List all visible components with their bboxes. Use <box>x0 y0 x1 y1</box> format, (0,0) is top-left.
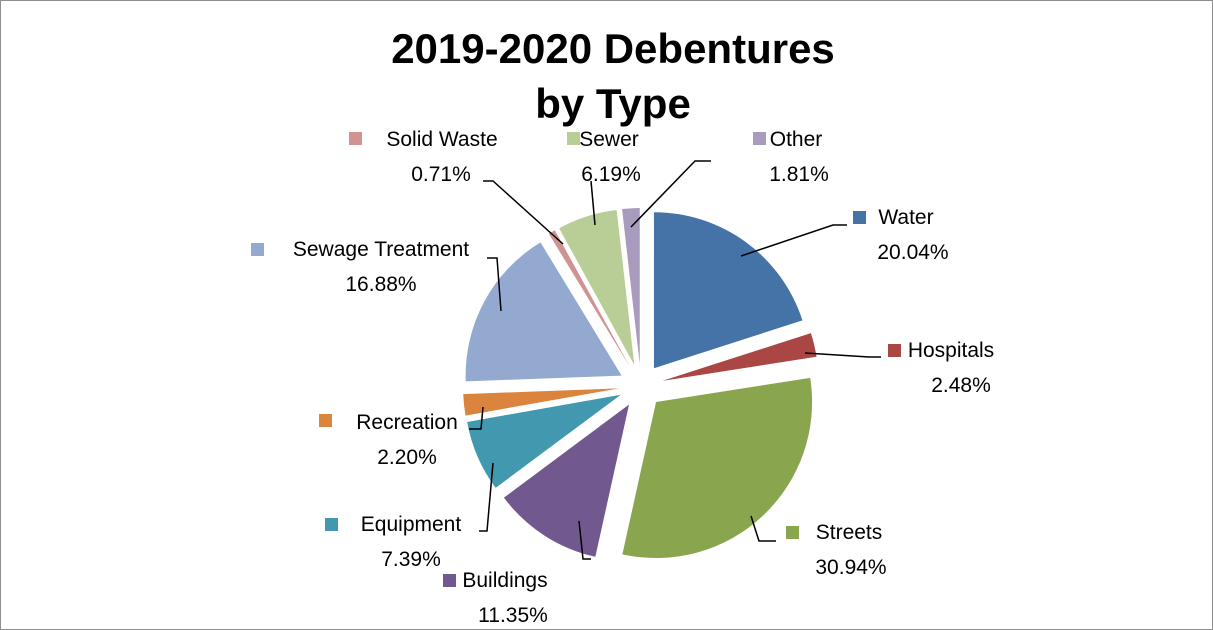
legend-marker <box>325 518 338 531</box>
leader-line <box>483 180 564 245</box>
slice-label-percent: 16.88% <box>345 273 416 296</box>
slice-label-percent: 6.19% <box>581 163 641 186</box>
pie-slice-sewage-treatment <box>465 242 622 382</box>
leader-line <box>630 160 711 228</box>
legend-marker <box>567 132 580 145</box>
leader-line <box>479 462 494 532</box>
leader-line <box>487 257 502 312</box>
pie-slice-buildings <box>503 404 630 557</box>
pie-slice-recreation <box>463 388 620 416</box>
legend-marker <box>853 211 866 224</box>
slice-labels: Water 20.04% Hospitals 2.48% Streets 30.94% Bu… <box>251 128 994 627</box>
slice-label-name: Buildings <box>462 569 547 592</box>
slice-label-name: Equipment <box>361 513 462 536</box>
pie-slice-streets <box>622 377 813 559</box>
chart-title-line2: by Type <box>535 80 691 127</box>
leader-line <box>740 224 847 257</box>
pie-slice-sewer <box>559 210 635 366</box>
slice-label-percent: 20.04% <box>877 241 948 264</box>
leader-lines <box>469 160 881 560</box>
slice-label-name: Hospitals <box>908 339 994 362</box>
pie-slices <box>463 208 817 559</box>
pie-slice-hospitals <box>662 333 817 381</box>
legend-marker <box>888 344 901 357</box>
leader-line <box>750 515 776 542</box>
slice-label-percent: 2.20% <box>377 446 437 469</box>
pie-slice-other <box>622 208 640 365</box>
legend-marker <box>786 526 799 539</box>
slice-label-percent: 1.81% <box>769 163 829 186</box>
chart-title-line1: 2019-2020 Debentures <box>391 25 835 72</box>
legend-marker <box>251 243 264 256</box>
slice-label-percent: 0.71% <box>411 163 471 186</box>
slice-label-percent: 7.39% <box>381 548 441 571</box>
leader-line <box>804 352 881 358</box>
pie-slice-equipment <box>467 394 621 488</box>
pie-slice-solid-waste <box>548 230 630 367</box>
slice-label-percent: 30.94% <box>815 556 886 579</box>
slice-label-name: Recreation <box>356 411 458 434</box>
slice-label-percent: 2.48% <box>931 374 991 397</box>
slice-label-name: Water <box>878 206 933 229</box>
leader-line <box>469 406 484 430</box>
pie-slice-water <box>653 212 803 369</box>
legend-marker <box>443 574 456 587</box>
slice-label-name: Sewer <box>579 128 639 151</box>
slice-label-name: Sewage Treatment <box>293 238 469 261</box>
slice-label-name: Solid Waste <box>386 128 497 151</box>
legend-marker <box>349 132 362 145</box>
slice-label-percent: 11.35% <box>478 604 548 627</box>
leader-line <box>590 180 596 226</box>
slice-label-name: Streets <box>816 521 883 544</box>
slice-label-name: Other <box>770 128 823 151</box>
legend-marker <box>319 414 332 427</box>
legend-marker <box>753 132 766 145</box>
leader-line <box>578 520 591 560</box>
